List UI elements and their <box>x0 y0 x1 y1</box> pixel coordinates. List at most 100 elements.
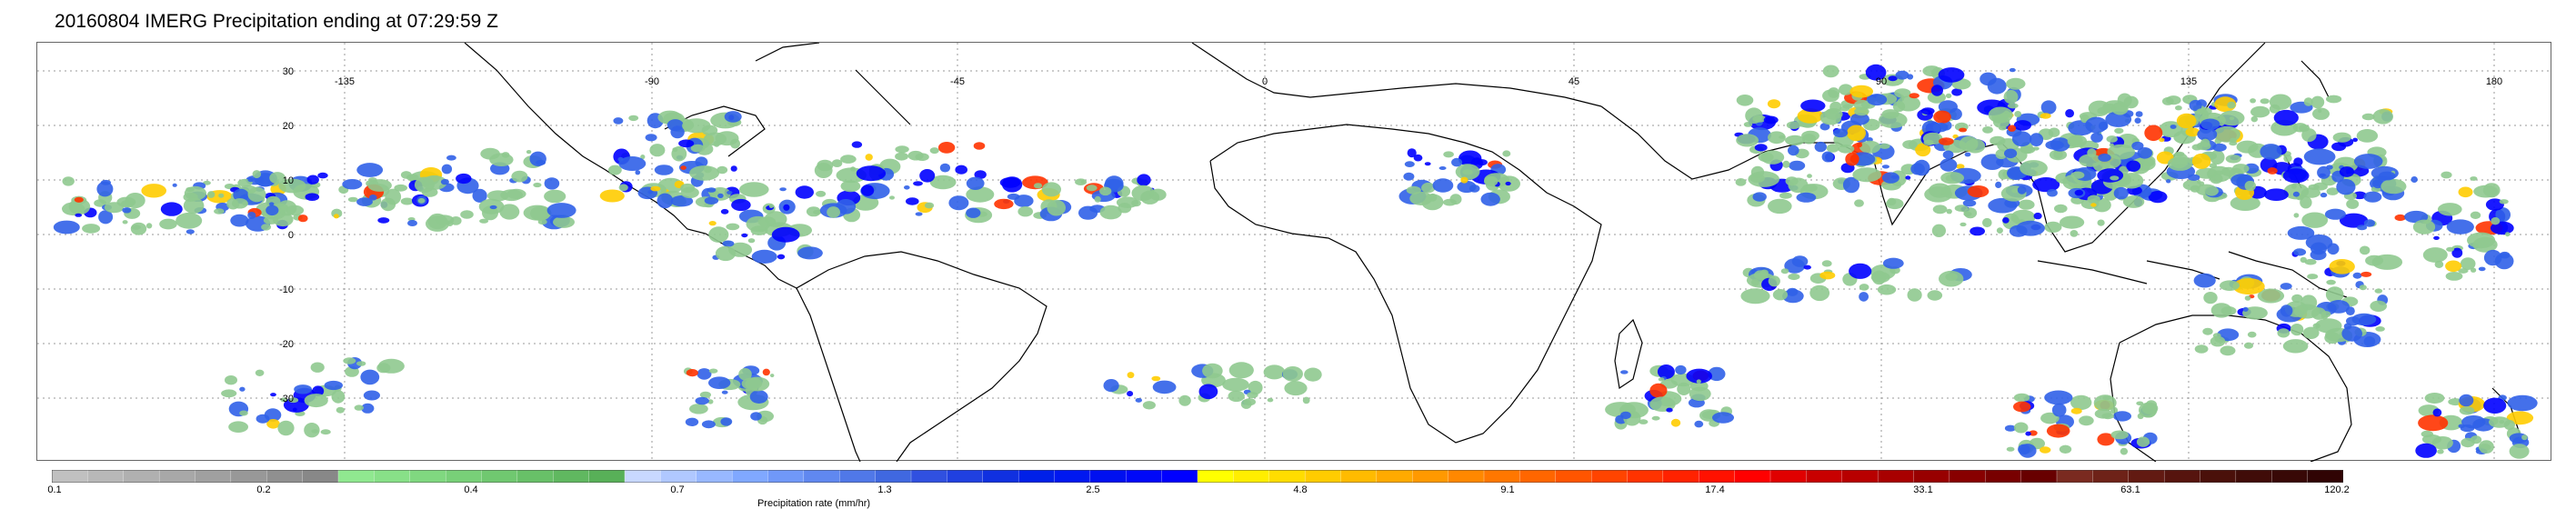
precip-cell <box>1443 151 1454 158</box>
precip-cell <box>1749 174 1765 184</box>
precip-cell <box>2267 167 2278 175</box>
precip-cell <box>472 188 487 203</box>
precip-cell <box>1938 100 1958 114</box>
precip-cell <box>1797 108 1824 124</box>
colorbar-segment <box>374 470 411 483</box>
colorbar-segment <box>1769 470 1808 483</box>
precip-cell <box>489 205 497 210</box>
precip-cell <box>1942 150 1954 159</box>
precip-cell <box>230 214 249 227</box>
colorbar-segment <box>2092 470 2130 483</box>
precip-cell <box>2375 326 2385 332</box>
precip-cell <box>2470 211 2481 219</box>
precip-cell <box>2263 188 2289 201</box>
precip-cell <box>715 245 737 262</box>
precip-cell <box>336 406 345 414</box>
colorbar-segment <box>1304 470 1342 483</box>
precip-cell <box>2189 99 2202 112</box>
colorbar-segment <box>2056 470 2094 483</box>
precip-cell <box>526 150 532 155</box>
precip-cell <box>247 212 256 219</box>
precip-cell <box>218 193 225 198</box>
precip-cell <box>2200 118 2220 130</box>
precip-cell <box>717 165 728 175</box>
precip-cell <box>1907 74 1914 80</box>
precip-cell <box>1882 257 1904 269</box>
precip-cell <box>2065 109 2075 118</box>
precip-cell <box>1847 125 1866 142</box>
colorbar-segment <box>1841 470 1879 483</box>
precip-cell <box>2310 95 2325 109</box>
precip-cell <box>717 193 724 198</box>
colorbar-label: 9.1 <box>1500 484 1515 495</box>
precip-cell <box>2093 394 2117 411</box>
colorbar-segment <box>1268 470 1306 483</box>
precip-cell <box>2293 213 2300 218</box>
precip-cell <box>2029 430 2038 436</box>
precip-cell <box>261 224 272 231</box>
precip-cell <box>2109 143 2114 147</box>
precip-cell <box>2300 294 2318 311</box>
precip-cell <box>1788 145 1799 156</box>
precip-cell <box>62 176 75 186</box>
precip-cell <box>1468 185 1480 193</box>
lat-label: 20 <box>283 121 294 132</box>
precip-cell <box>2507 394 2538 412</box>
precip-cell <box>2126 160 2141 172</box>
precip-cell <box>523 205 552 221</box>
precip-cell <box>671 145 687 162</box>
map-canvas: -135 -90 -45 0 45 90 135 180 30 20 10 0 … <box>37 43 2552 462</box>
precip-cell <box>1404 161 1415 168</box>
precip-cell <box>2445 260 2462 273</box>
precip-cell <box>2204 185 2219 196</box>
precip-cell <box>2040 446 2051 454</box>
graticule <box>37 43 2552 462</box>
colorbar-segment <box>1161 470 1198 483</box>
precip-cell <box>2136 436 2150 447</box>
precip-cell <box>1743 122 1753 127</box>
precip-cell <box>948 195 969 211</box>
precip-cell <box>1228 390 1245 403</box>
colorbar-segment <box>1806 470 1843 483</box>
precip-cell <box>1987 77 2007 95</box>
precip-cell <box>324 380 343 391</box>
precip-cell <box>695 396 709 405</box>
precip-cell <box>2521 434 2528 441</box>
precip-cell <box>354 404 364 411</box>
precip-cell <box>2013 120 2031 131</box>
precip-cell <box>2059 444 2072 454</box>
precip-cell <box>1666 407 1673 413</box>
precip-cell <box>2102 395 2111 401</box>
precip-cell <box>1807 174 1812 178</box>
precip-cell <box>1822 65 1839 78</box>
colorbar-segment <box>1483 470 1521 483</box>
precip-cell <box>361 403 375 414</box>
precip-cell <box>722 240 735 247</box>
precip-cell <box>460 210 474 219</box>
precip-cell <box>145 223 153 229</box>
precip-cell <box>1017 206 1033 217</box>
precip-cell <box>2106 135 2118 143</box>
precip-cell <box>974 170 987 180</box>
precip-cell <box>2016 220 2045 236</box>
precip-cell <box>1838 145 1855 154</box>
precip-cell <box>2087 195 2100 205</box>
precip-cell <box>2087 148 2097 158</box>
precip-cell <box>2014 111 2022 117</box>
precip-cell <box>1137 174 1151 186</box>
precip-cell <box>1909 93 1919 99</box>
precip-cell <box>1785 135 1805 145</box>
colorbar-label: 1.3 <box>877 484 892 495</box>
colorbar-segment <box>660 470 697 483</box>
precip-cell <box>2006 77 2026 90</box>
precip-cell <box>2098 153 2111 162</box>
precip-cell <box>608 165 622 175</box>
precip-cell <box>172 183 177 187</box>
precip-cell <box>2509 444 2530 459</box>
precip-cell <box>1639 419 1649 424</box>
lon-label: 180 <box>2486 76 2502 87</box>
precip-cell <box>2260 144 2282 160</box>
precip-cell <box>1460 176 1468 184</box>
precip-cell <box>994 198 1014 210</box>
precip-cell <box>2176 113 2197 129</box>
